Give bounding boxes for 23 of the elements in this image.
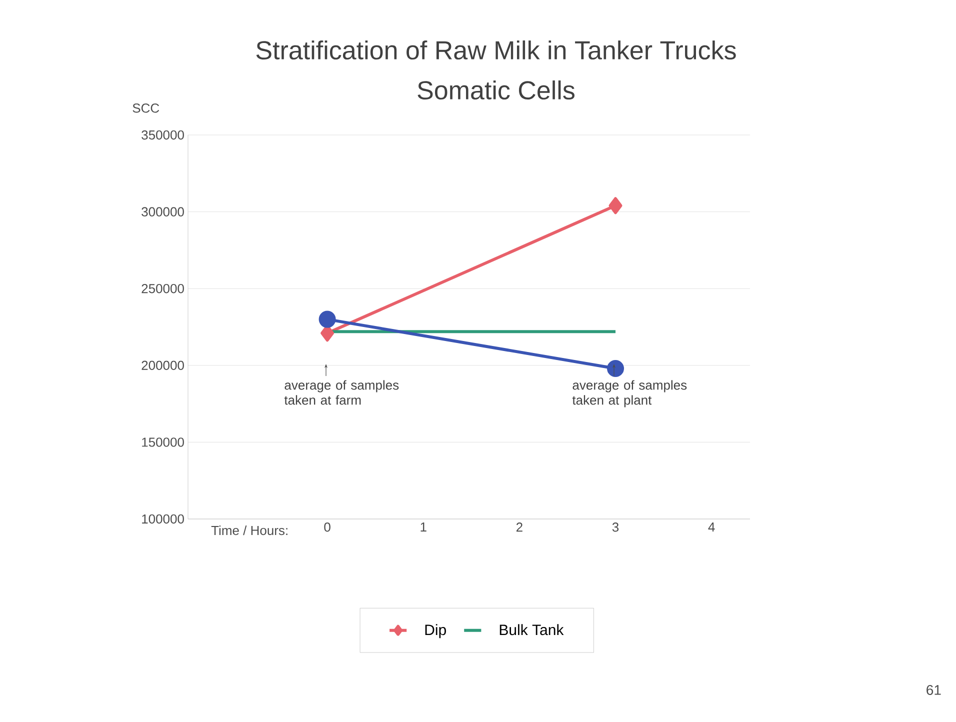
legend-label: Dip — [425, 624, 446, 638]
point — [607, 360, 624, 377]
point — [608, 197, 622, 214]
y-axis-title: SCC — [132, 104, 160, 113]
x-tick-label: 0 — [324, 522, 330, 532]
x-tick-label: 3 — [612, 522, 619, 532]
y-tick-label: 200000 — [142, 360, 184, 370]
x-tick-label: 1 — [420, 522, 426, 532]
chart-subtitle: Somatic Cells — [418, 80, 574, 100]
y-tick-label: 100000 — [142, 514, 184, 524]
chart-title: Stratification of Raw Milk in Tanker Trucks — [256, 40, 736, 60]
y-tick-label: 150000 — [142, 438, 184, 447]
text: 61 — [926, 685, 941, 695]
x-tick-label: 4 — [708, 522, 715, 532]
y-tick-label: 350000 — [142, 130, 184, 140]
y-tick-label: 250000 — [142, 284, 184, 294]
x-tick-label: 2 — [516, 522, 522, 532]
point — [318, 310, 336, 328]
annotation: average of samples taken at farm — [284, 380, 399, 405]
x-axis-title: Time / Hours: — [211, 526, 288, 536]
y-tick-label: 300000 — [142, 207, 184, 216]
legend-label: Bulk Tank — [500, 624, 564, 636]
annotation: average of samples taken at plant — [572, 380, 687, 408]
